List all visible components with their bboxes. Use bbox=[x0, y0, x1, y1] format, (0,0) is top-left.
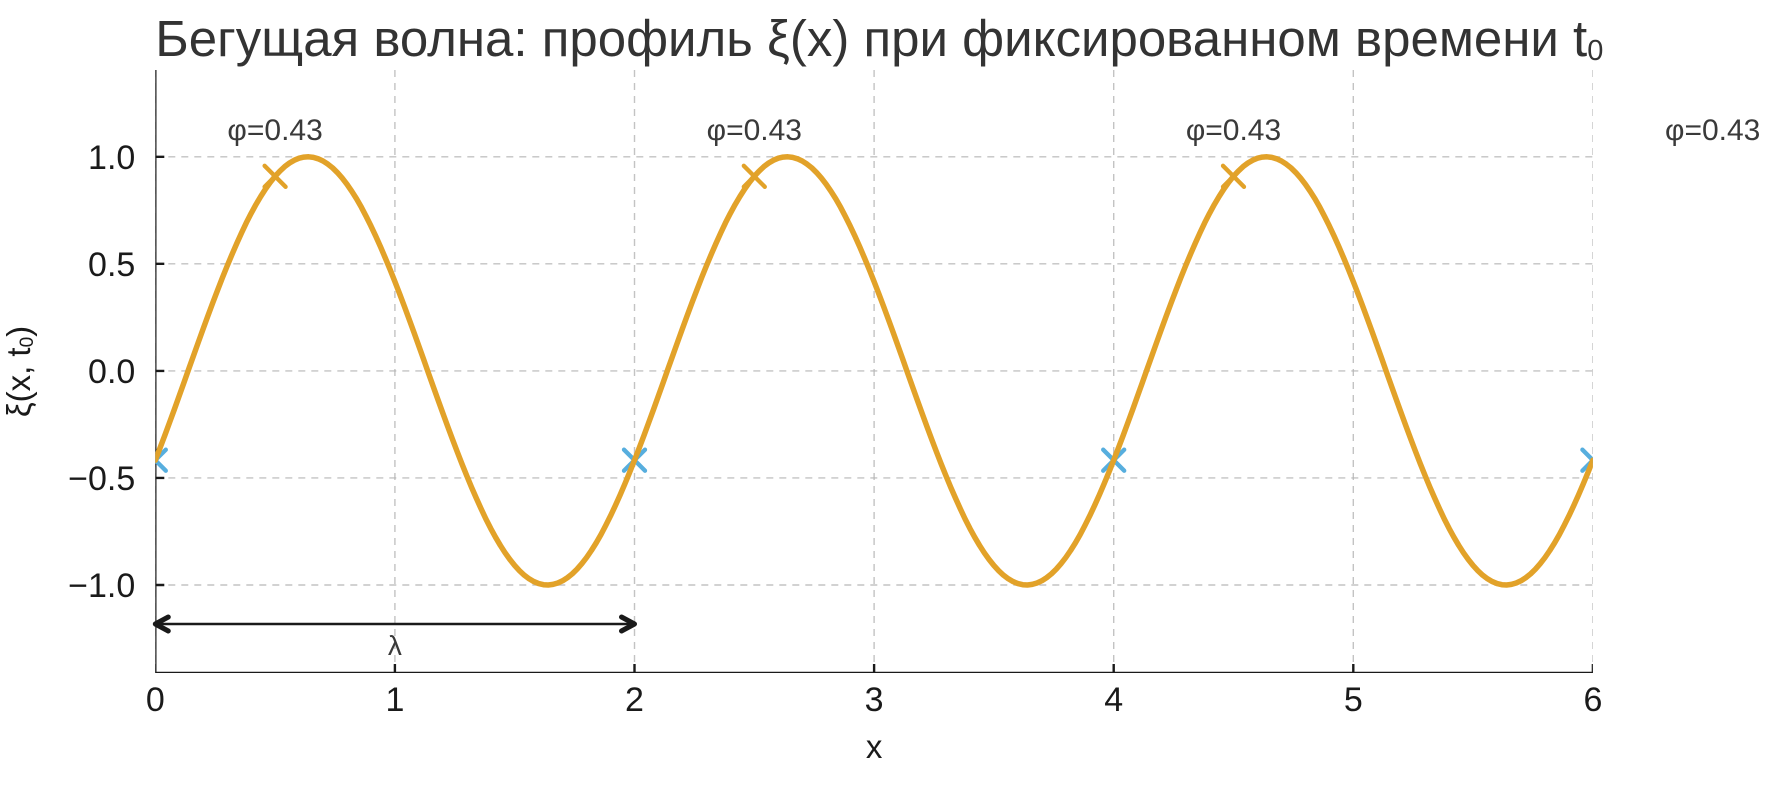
svg-text:5: 5 bbox=[1344, 681, 1363, 719]
svg-text:ξ(x, t0): ξ(x, t0) bbox=[0, 326, 38, 417]
svg-text:x: x bbox=[866, 728, 883, 765]
svg-text:4: 4 bbox=[1104, 681, 1123, 719]
svg-text:1: 1 bbox=[385, 681, 404, 719]
svg-text:1.0: 1.0 bbox=[88, 139, 135, 177]
svg-text:6: 6 bbox=[1583, 681, 1602, 719]
svg-text:λ: λ bbox=[388, 630, 402, 661]
svg-text:φ=0.43: φ=0.43 bbox=[707, 114, 802, 147]
svg-text:2: 2 bbox=[625, 681, 644, 719]
svg-text:−1.0: −1.0 bbox=[68, 567, 135, 605]
svg-text:φ=0.43: φ=0.43 bbox=[1665, 114, 1760, 147]
svg-text:0: 0 bbox=[146, 681, 165, 719]
svg-text:φ=0.43: φ=0.43 bbox=[227, 114, 322, 147]
svg-text:φ=0.43: φ=0.43 bbox=[1186, 114, 1281, 147]
svg-text:Бегущая волна: профиль ξ(x) пр: Бегущая волна: профиль ξ(x) при фиксиров… bbox=[155, 10, 1603, 67]
svg-text:0.5: 0.5 bbox=[88, 246, 135, 284]
svg-text:0.0: 0.0 bbox=[88, 353, 135, 391]
svg-text:3: 3 bbox=[865, 681, 884, 719]
svg-text:−0.5: −0.5 bbox=[68, 460, 135, 498]
